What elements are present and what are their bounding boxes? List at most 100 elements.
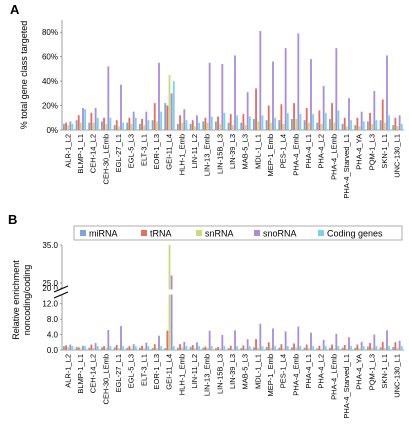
bar-b-snrna xyxy=(282,348,285,350)
y-tick-label-a: 60% xyxy=(42,53,58,62)
bar-b-snrna xyxy=(383,348,386,350)
y-tick-label-b: 12.0 xyxy=(42,300,58,309)
x-category-label-a: UNC-130_L1 xyxy=(393,134,402,178)
bar-b-mirna xyxy=(75,346,78,350)
bar-b-trna xyxy=(179,344,181,350)
bar-a-trna xyxy=(318,110,321,130)
bar-b-snorna xyxy=(69,344,72,350)
bar-b-snrna xyxy=(333,348,336,350)
bar-a-coding-genes xyxy=(134,117,137,130)
bar-a-snrna xyxy=(371,123,374,130)
bar-b-snrna xyxy=(244,348,247,350)
bar-b-snorna xyxy=(284,331,287,350)
bar-a-snrna xyxy=(105,123,108,130)
y-tick-label-b: 4.0 xyxy=(47,331,59,340)
bar-a-snorna xyxy=(107,66,110,130)
bar-a-trna xyxy=(179,115,181,130)
bar-a-trna xyxy=(90,112,93,130)
axis-break-mark xyxy=(53,291,69,299)
bar-b-trna xyxy=(293,343,295,350)
bar-a-mirna xyxy=(139,123,141,130)
bar-b-trna xyxy=(267,342,270,350)
bar-a-snrna xyxy=(155,121,158,130)
panel-letter-b: B xyxy=(8,212,17,227)
bar-a-mirna xyxy=(151,120,154,130)
bar-b-snrna xyxy=(92,347,95,350)
bar-b-snorna xyxy=(107,329,110,350)
bar-b-snorna xyxy=(398,340,401,350)
bar-b-mirna xyxy=(354,347,357,350)
bar-a-coding-genes xyxy=(312,114,315,130)
bar-a-snorna xyxy=(69,121,72,130)
y-tick-label-a: 0% xyxy=(46,126,58,135)
legend-entry: tRNA xyxy=(150,229,172,239)
bar-b-mirna xyxy=(113,347,116,350)
bar-b-snorna xyxy=(360,341,363,350)
bar-a-coding-genes xyxy=(350,120,353,130)
bar-a-trna xyxy=(293,103,295,130)
bar-a-snrna xyxy=(231,125,234,130)
bar-b-coding-genes xyxy=(84,346,87,350)
bar-b-coding-genes xyxy=(299,346,302,350)
bar-b-mirna xyxy=(291,347,293,350)
bar-a-snrna xyxy=(295,119,298,130)
bar-b-coding-genes xyxy=(223,346,226,350)
bar-a-snorna xyxy=(373,90,376,130)
bar-b-snorna xyxy=(145,342,148,350)
legend-swatch xyxy=(196,230,202,236)
bar-a-snrna xyxy=(219,123,222,130)
bar-b-coding-genes xyxy=(350,346,353,350)
bar-a-snorna xyxy=(322,86,325,130)
bar-a-snrna xyxy=(67,125,70,130)
bar-a-coding-genes xyxy=(223,112,226,130)
bar-b-snrna xyxy=(143,348,146,350)
bar-b-mirna xyxy=(88,347,91,350)
bar-a-snrna xyxy=(345,126,348,130)
x-category-label-b: LIN-11_L2 xyxy=(190,354,199,388)
bar-b-coding-genes xyxy=(337,346,340,350)
x-category-label-b: EOR-1_L3 xyxy=(152,354,161,389)
bar-a-mirna xyxy=(88,122,91,130)
bar-a-mirna xyxy=(367,121,369,130)
x-category-label-b: MDL-1_L1 xyxy=(253,354,262,389)
x-category-label-b: PHA-4_L2 xyxy=(317,354,326,389)
bar-a-trna xyxy=(255,88,257,130)
bar-a-coding-genes xyxy=(122,122,125,130)
bar-a-coding-genes xyxy=(172,81,175,130)
bar-b-mirna xyxy=(253,347,255,350)
bar-a-mirna xyxy=(240,122,243,130)
bar-b-snorna xyxy=(132,344,135,350)
bar-b-mirna xyxy=(177,347,179,350)
bar-b-snorna xyxy=(208,330,211,350)
bar-a-trna xyxy=(369,112,371,130)
bar-a-snrna xyxy=(143,125,146,130)
x-category-label-a: HLH-1_Emb xyxy=(177,134,186,175)
bar-b-snrna xyxy=(358,348,361,350)
bar-a-snrna xyxy=(193,126,196,130)
bar-a-trna xyxy=(267,105,270,130)
bar-b-snorna xyxy=(259,323,262,350)
bar-b-trna xyxy=(128,346,131,350)
bar-a-trna xyxy=(280,104,283,130)
x-category-label-a: MAB-5_L3 xyxy=(241,134,250,169)
bar-a-snrna xyxy=(168,75,171,130)
bar-a-trna xyxy=(153,103,156,130)
bar-a-snorna xyxy=(221,64,224,130)
bar-a-mirna xyxy=(392,125,395,130)
bar-a-mirna xyxy=(341,123,344,130)
x-category-label-a: PHA-4_Emb xyxy=(291,134,300,176)
x-category-label-b: PQM-1_L3 xyxy=(367,354,376,390)
bar-b-snorna xyxy=(386,330,388,350)
bar-a-snorna xyxy=(348,98,350,130)
bar-a-coding-genes xyxy=(210,116,213,130)
bar-a-trna xyxy=(141,119,143,130)
bar-b-snrna xyxy=(345,348,348,350)
bar-a-snorna xyxy=(297,33,300,130)
bar-b-snrna xyxy=(307,348,310,350)
x-category-label-b: UNC-130_L1 xyxy=(393,354,402,398)
x-category-label-b: PHA-4_Emb xyxy=(291,354,300,396)
bar-a-snrna xyxy=(92,122,95,130)
x-category-label-a: BLMP-1_L1 xyxy=(76,134,85,174)
x-category-label-a: PHA-4_L1 xyxy=(304,134,313,169)
bar-a-snorna xyxy=(196,115,198,130)
